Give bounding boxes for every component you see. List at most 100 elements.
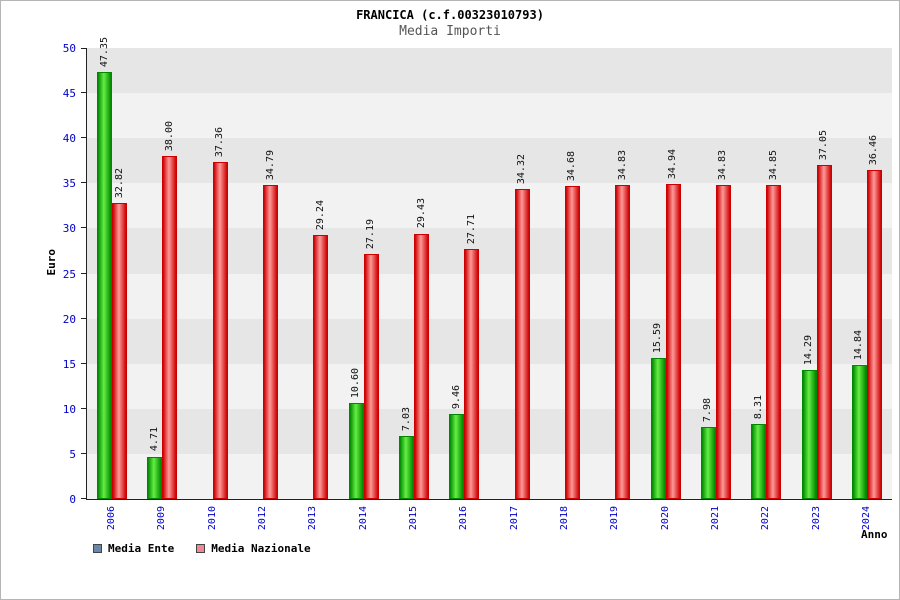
x-tick-label: 2014	[357, 506, 369, 531]
bar-value-label: 27.19	[365, 218, 377, 249]
y-tick-label: 40	[62, 132, 76, 146]
bar-value-label: 29.24	[314, 200, 326, 231]
bar-media-nazionale-2020	[665, 183, 681, 499]
bar-value-label: 34.83	[616, 149, 628, 180]
bar-value-label: 36.46	[868, 135, 880, 166]
bar-value-label: 47.35	[98, 36, 110, 67]
bar-media-nazionale-2016	[464, 249, 480, 499]
x-tick-label: 2019	[609, 506, 621, 531]
bar-media-nazionale-2017	[514, 189, 530, 499]
bar-media-nazionale-2012	[263, 185, 279, 499]
bar-value-label: 34.79	[264, 150, 276, 181]
bar-value-label: 38.00	[163, 121, 175, 152]
x-tick-label: 2023	[810, 506, 822, 531]
bar-media-ente-2024	[851, 365, 867, 499]
x-tick-label: 2006	[106, 506, 118, 531]
bar-media-nazionale-2006	[112, 202, 128, 499]
y-tick-label: 5	[69, 447, 76, 461]
bar-value-label: 34.94	[667, 148, 679, 179]
legend-item: Media Nazionale	[196, 542, 311, 555]
bar-media-nazionale-2024	[866, 170, 882, 499]
bar-value-label: 37.36	[214, 126, 226, 158]
x-tick-label: 2015	[408, 506, 420, 531]
y-tick-label: 0	[69, 493, 76, 506]
x-tick-label: 2010	[206, 506, 218, 531]
bar-value-label: 34.83	[717, 149, 729, 180]
y-tick-label: 35	[62, 177, 76, 191]
y-tick-mark	[81, 272, 87, 274]
bar-value-label: 14.84	[853, 330, 865, 361]
x-axis-title: Anno	[861, 528, 888, 541]
y-tick-label: 30	[62, 222, 76, 236]
plot-area: 47.35 32.82 4.71 38.00 37.36 34.79 29.24 10.60 2…	[81, 37, 892, 500]
y-tick-mark	[81, 48, 87, 49]
y-tick-label: 20	[62, 312, 76, 326]
chart-title: FRANCICA (c.f.00323010793)	[356, 8, 544, 22]
y-tick-mark	[81, 227, 87, 229]
y-tick-mark	[81, 362, 87, 364]
y-tick-label: 15	[62, 357, 76, 371]
bar-media-nazionale-2022	[766, 184, 782, 499]
bar-media-nazionale-2023	[816, 164, 832, 499]
bar-value-label: 37.05	[818, 129, 830, 160]
bar-media-ente-2021	[700, 427, 716, 499]
y-tick-label: 50	[62, 42, 76, 55]
bar-media-nazionale-2018	[564, 186, 580, 499]
legend-swatch-icon	[196, 544, 206, 553]
bar-media-ente-2015	[399, 435, 415, 499]
legend: Media Ente Media Nazionale	[93, 542, 311, 555]
x-tick-label: 2024	[860, 506, 872, 531]
x-tick-label: 2020	[659, 506, 671, 531]
bar-value-label: 34.85	[767, 149, 779, 180]
bar-value-label: 10.60	[350, 368, 362, 399]
y-tick-mark	[81, 137, 87, 139]
bar-value-label: 29.43	[415, 198, 427, 229]
y-tick-label: 25	[62, 267, 76, 281]
legend-label: Media Nazionale	[211, 542, 311, 555]
y-tick-label: 10	[62, 402, 76, 416]
bar-value-label: 4.71	[148, 427, 160, 452]
bar-value-label: 15.59	[652, 323, 664, 354]
grid-band	[87, 48, 892, 94]
bar-value-label: 9.46	[450, 384, 462, 409]
y-tick-mark	[81, 182, 87, 184]
bar-value-label: 34.68	[566, 151, 578, 182]
x-tick-label: 2018	[558, 506, 570, 531]
bar-value-label: 32.82	[113, 167, 125, 198]
bar-media-nazionale-2015	[414, 233, 430, 499]
y-axis: 0 5 10 15 20 25 30 35 40 45 50	[39, 42, 81, 506]
x-tick-label: 2016	[458, 506, 470, 531]
y-tick-mark	[81, 407, 87, 409]
chart-subtitle: Media Importi	[399, 24, 501, 39]
x-tick-label: 2012	[257, 506, 269, 531]
y-tick-mark	[81, 317, 87, 319]
bar-media-nazionale-2013	[313, 235, 329, 499]
bar-media-ente-2020	[650, 358, 666, 499]
bar-media-ente-2006	[97, 71, 113, 499]
y-tick-mark	[81, 452, 87, 454]
bar-value-label: 14.29	[803, 335, 815, 366]
bar-media-ente-2022	[751, 424, 767, 499]
y-tick-label: 45	[62, 87, 76, 101]
bar-value-label: 7.98	[702, 397, 714, 423]
bar-media-nazionale-2010	[212, 162, 228, 499]
legend-swatch-icon	[93, 544, 102, 553]
y-tick-mark	[81, 92, 87, 94]
bar-media-nazionale-2021	[715, 184, 731, 499]
bar-value-label: 8.31	[752, 394, 764, 420]
x-tick-label: 2009	[156, 506, 168, 531]
bar-media-ente-2023	[801, 370, 817, 499]
bar-media-ente-2009	[147, 456, 163, 499]
grid-band	[87, 93, 892, 139]
y-tick-mark	[81, 498, 87, 499]
x-tick-label: 2013	[307, 506, 319, 531]
x-tick-label: 2021	[709, 506, 721, 531]
bar-media-nazionale-2009	[162, 156, 178, 499]
bar-value-label: 7.03	[400, 406, 412, 431]
legend-label: Media Ente	[108, 542, 175, 555]
x-tick-label: 2017	[508, 506, 520, 531]
bar-media-nazionale-2019	[615, 184, 631, 499]
bar-media-ente-2014	[348, 403, 364, 499]
legend-item: Media Ente	[93, 542, 174, 555]
